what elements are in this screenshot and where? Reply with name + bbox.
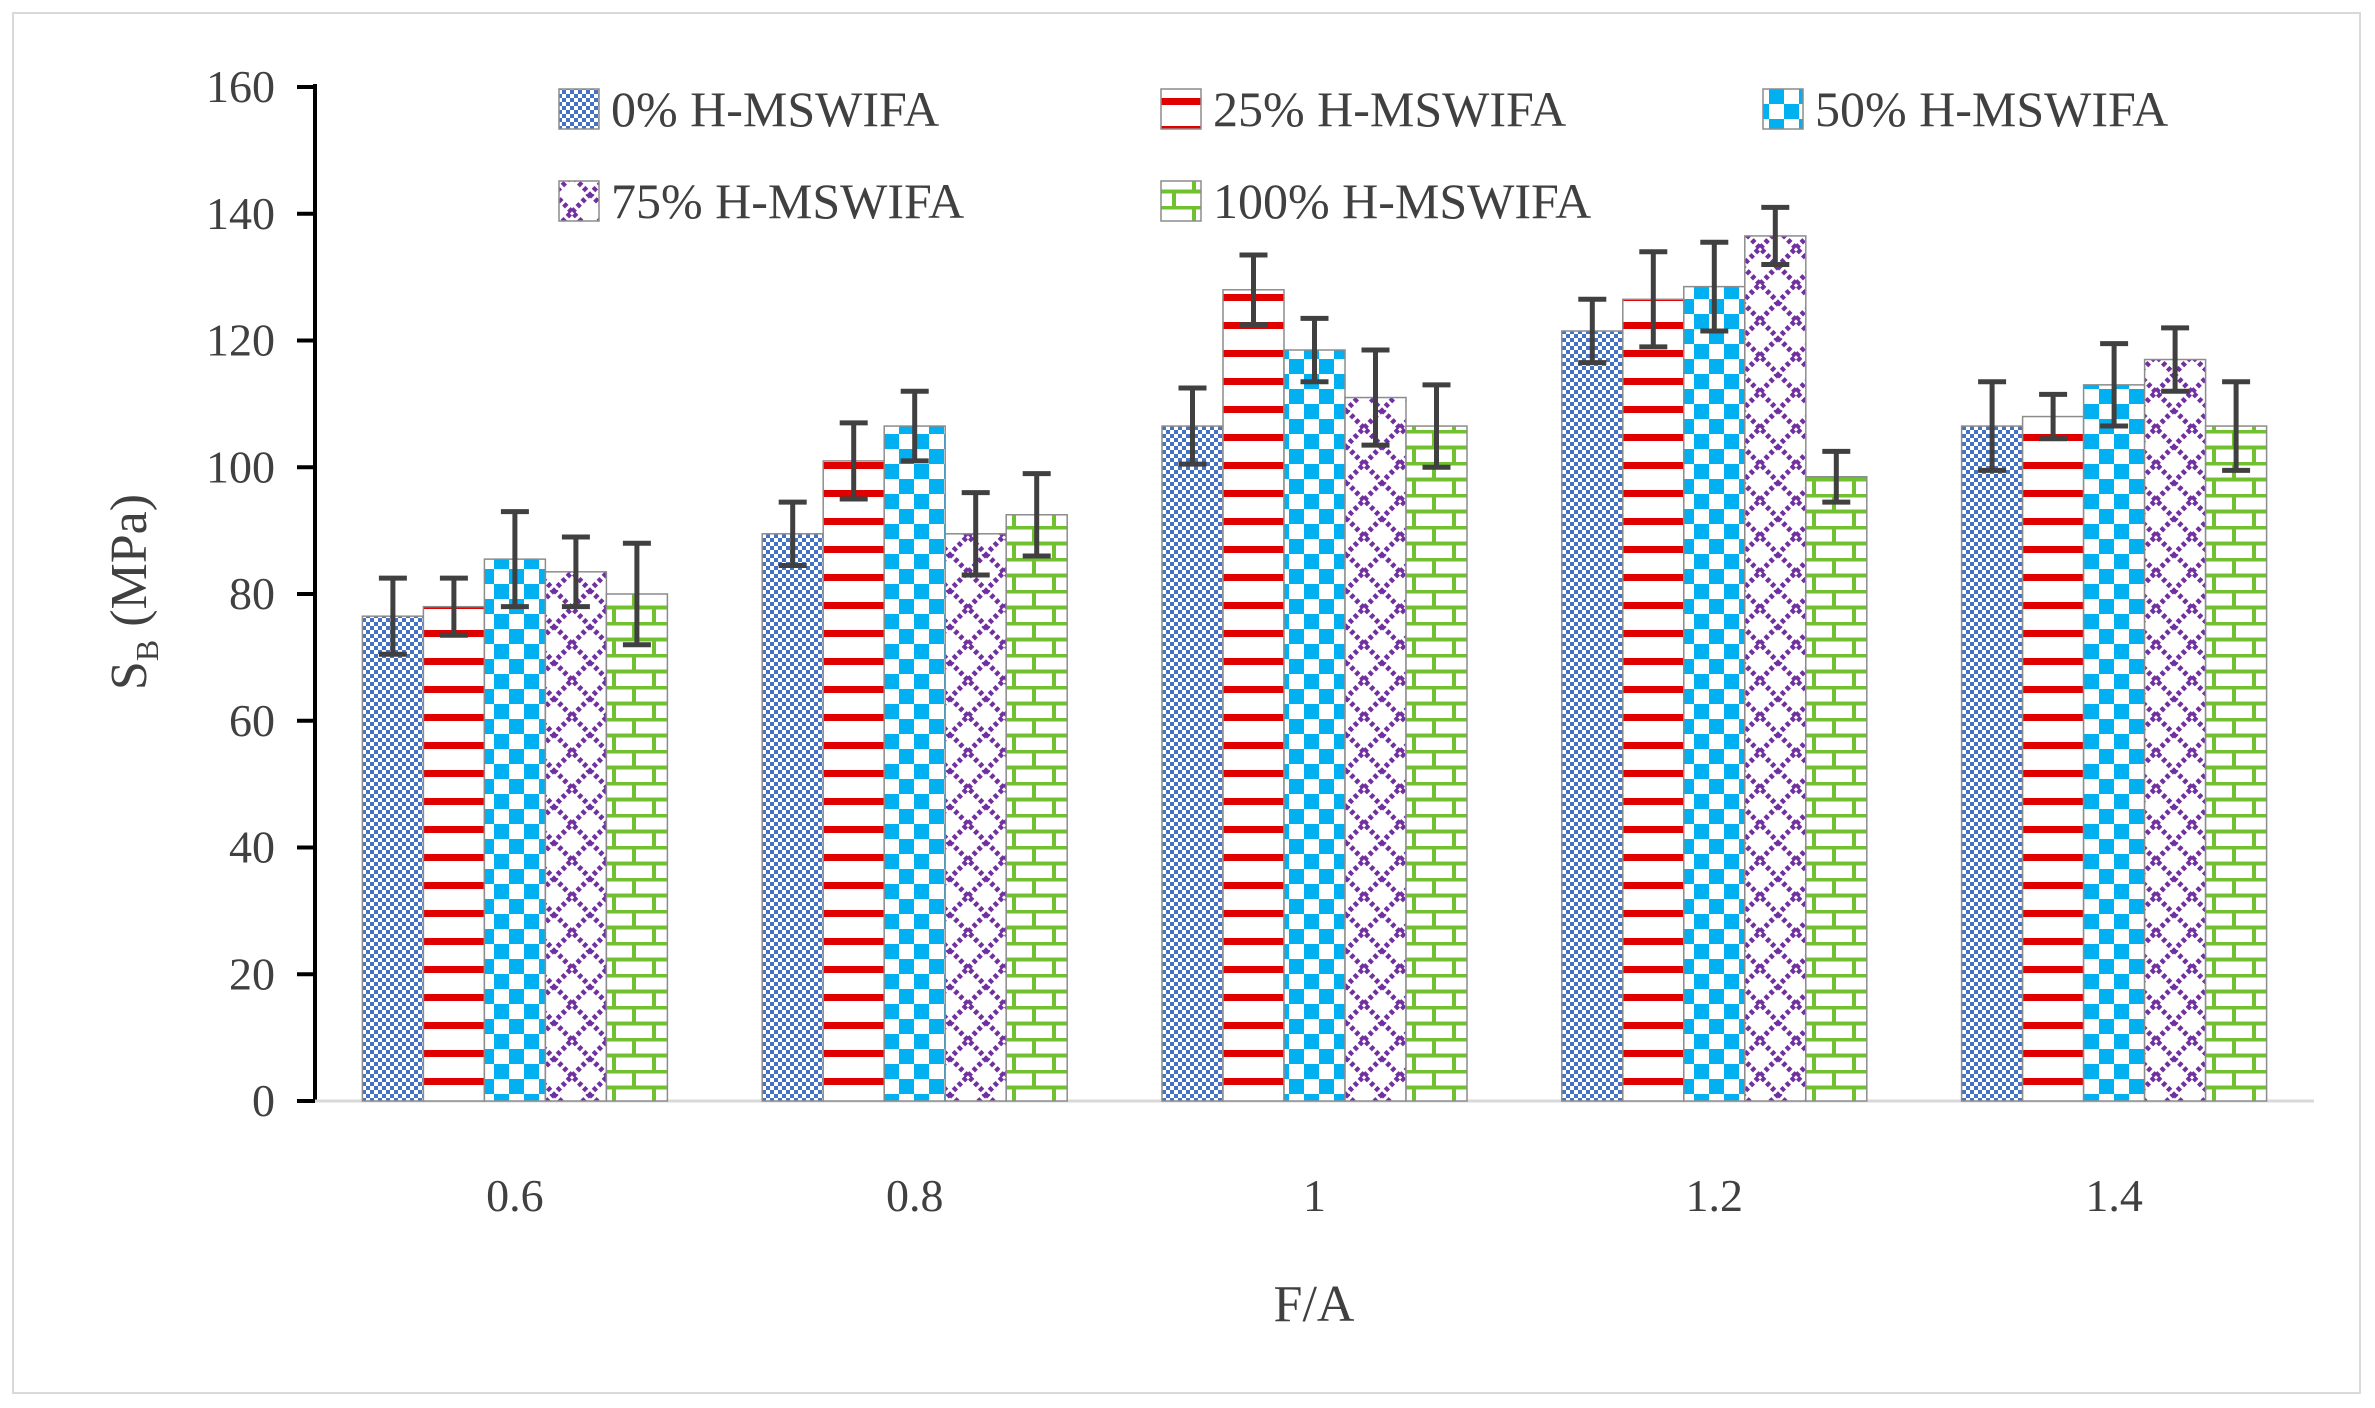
y-axis-title-unit: (MPa) — [101, 494, 158, 640]
bar — [1960, 425, 2024, 1102]
bar — [1622, 298, 1685, 1102]
legend-label: 75% H-MSWIFA — [611, 173, 964, 229]
x-tick-label: 0.6 — [486, 1170, 544, 1221]
y-axis-title-main: S — [101, 661, 158, 690]
legend-swatch — [1160, 180, 1202, 222]
y-tick-label: 0 — [252, 1075, 275, 1126]
y-tick-label: 80 — [229, 568, 275, 619]
y-tick-label: 140 — [206, 188, 275, 239]
bar — [422, 605, 486, 1102]
bar-group — [361, 235, 2268, 1102]
bar — [2082, 384, 2146, 1102]
y-axis-title: SB (MPa) — [101, 494, 165, 690]
y-tick-label: 120 — [206, 315, 275, 366]
bar — [1283, 349, 1346, 1102]
legend-label: 0% H-MSWIFA — [611, 81, 939, 137]
bar — [544, 571, 608, 1102]
legend-label: 100% H-MSWIFA — [1213, 173, 1591, 229]
chart-frame: 0 20 40 60 80 100 120 140 160 0.6 0.8 1 1.2 1.4 F/A … — [12, 12, 2361, 1394]
bar — [1222, 289, 1285, 1102]
bar — [1683, 285, 1746, 1102]
y-axis-title-sub: B — [129, 640, 165, 661]
legend-swatch — [1762, 88, 1804, 130]
x-tick-label: 1.2 — [1686, 1170, 1744, 1221]
bar — [883, 425, 946, 1102]
legend-swatch — [1160, 88, 1202, 130]
legend-swatch — [558, 88, 600, 130]
bar — [822, 460, 885, 1102]
bar — [761, 533, 824, 1102]
y-tick-label: 100 — [206, 441, 275, 492]
bar — [1161, 425, 1224, 1102]
y-axis-ticks: 0 20 40 60 80 100 120 140 160 — [206, 61, 315, 1126]
error-bar-group — [378, 204, 2251, 657]
y-tick-label: 60 — [229, 695, 275, 746]
x-tick-labels: 0.6 0.8 1 1.2 1.4 — [486, 1170, 2143, 1221]
bar — [1344, 396, 1407, 1102]
bar — [2204, 425, 2268, 1102]
legend-swatch — [558, 180, 600, 222]
y-tick-label: 160 — [206, 61, 275, 112]
legend-label: 25% H-MSWIFA — [1213, 81, 1566, 137]
bar — [1405, 425, 1468, 1102]
bar — [1744, 235, 1807, 1102]
x-axis-title: F/A — [1274, 1276, 1355, 1333]
y-tick-label: 40 — [229, 822, 275, 873]
bar — [605, 593, 669, 1102]
bar — [944, 533, 1007, 1102]
bar — [1805, 476, 1868, 1102]
legend-label: 50% H-MSWIFA — [1815, 81, 2168, 137]
x-tick-label: 1.4 — [2085, 1170, 2143, 1221]
bar — [1005, 514, 1068, 1102]
bar — [361, 615, 425, 1102]
x-tick-label: 0.8 — [886, 1170, 944, 1221]
y-tick-label: 20 — [229, 948, 275, 999]
bar — [1561, 330, 1624, 1102]
x-tick-label: 1 — [1303, 1170, 1326, 1221]
bar — [483, 558, 547, 1102]
bar — [2143, 358, 2207, 1102]
legend: 0% H-MSWIFA 25% H-MSWIFA 50% H-MSWIFA 75% H… — [558, 81, 2168, 229]
bar — [2021, 415, 2085, 1102]
